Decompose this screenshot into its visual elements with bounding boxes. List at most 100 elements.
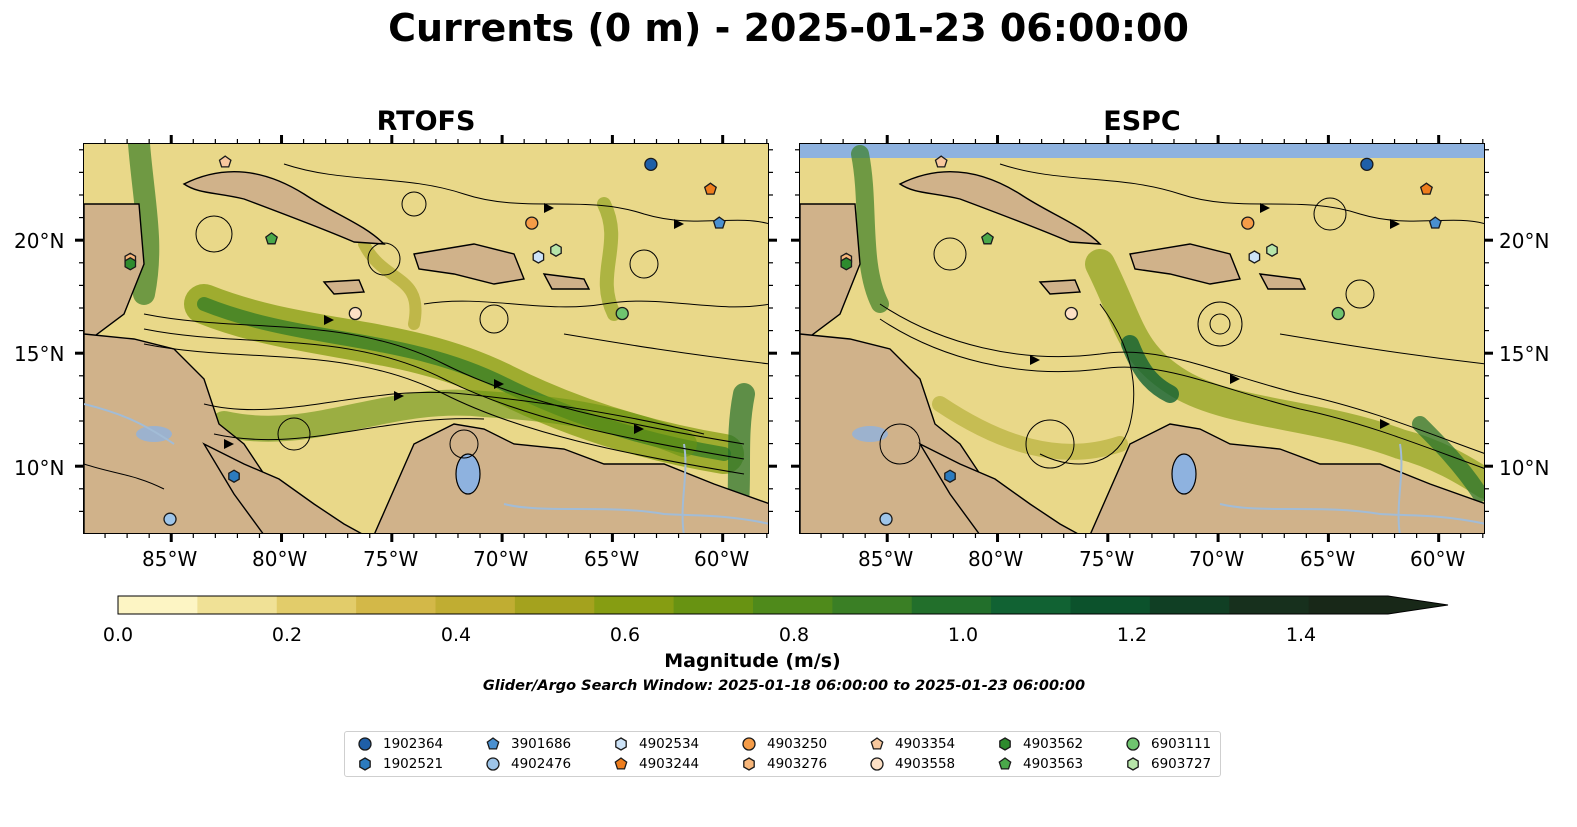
- espc-map[interactable]: [799, 143, 1485, 534]
- legend-label: 4902534: [639, 736, 700, 752]
- float-legend: 1902364 1902521 3901686 4902476 4902534 49032…: [344, 731, 1221, 777]
- colorbar-segment: [1229, 596, 1310, 614]
- colorbar-tick: 1.4: [1285, 624, 1317, 646]
- legend-label: 4903276: [767, 756, 828, 772]
- colorbar: [117, 595, 1449, 615]
- float-marker-4903354[interactable]: [218, 155, 232, 168]
- legend-label: 4903250: [767, 736, 828, 752]
- legend-marker-icon: [358, 737, 372, 751]
- legend-label: 6903111: [1151, 736, 1212, 752]
- lat-label-right: 15°N: [1499, 342, 1550, 366]
- float-marker-1902521[interactable]: [228, 469, 240, 483]
- legend-marker-icon: [1126, 737, 1140, 751]
- lakes: [84, 403, 768, 533]
- legend-label: 4903354: [895, 736, 956, 752]
- panel-title-espc: ESPC: [1103, 106, 1181, 137]
- streamline-arrows: [224, 203, 684, 449]
- legend-label: 3901686: [511, 736, 572, 752]
- legend-marker-icon: [742, 737, 756, 751]
- legend-label: 1902521: [383, 756, 444, 772]
- float-marker-4903558[interactable]: [348, 306, 362, 321]
- legend-item-4902476: 4902476: [485, 756, 571, 772]
- legend-marker-icon: [486, 737, 500, 750]
- lon-label-right: 65°W: [1300, 547, 1356, 571]
- float-marker-4903250[interactable]: [525, 216, 539, 230]
- colorbar-outline: [117, 595, 1449, 615]
- float-marker-4902476[interactable]: [163, 512, 177, 526]
- lon-label-right: 80°W: [968, 547, 1024, 571]
- legend-marker-icon: [998, 757, 1012, 770]
- float-marker-4903563[interactable]: [981, 232, 994, 245]
- colorbar-segment: [356, 596, 436, 614]
- legend-marker-icon: [743, 757, 755, 771]
- colorbar-segment: [832, 596, 913, 614]
- float-markers: [840, 155, 1442, 526]
- float-marker-4903562[interactable]: [124, 257, 137, 271]
- float-marker-4903244[interactable]: [1419, 182, 1433, 195]
- float-marker-3901686[interactable]: [712, 216, 726, 229]
- float-marker-4903562[interactable]: [840, 257, 853, 271]
- panel-title-rtofs: RTOFS: [376, 106, 476, 137]
- lon-label-left: 85°W: [142, 547, 198, 571]
- legend-marker-icon: [486, 757, 500, 771]
- legend-label: 4903563: [1023, 756, 1084, 772]
- legend-label: 4903562: [1023, 736, 1084, 752]
- colorbar-tick: 0.6: [609, 624, 641, 646]
- streamlines: [84, 163, 768, 490]
- colorbar-segment: [991, 596, 1071, 614]
- float-marker-4902534[interactable]: [532, 250, 545, 264]
- land: [84, 170, 768, 533]
- lat-label-right: 10°N: [1499, 456, 1550, 480]
- colorbar-tick: 0.2: [271, 624, 303, 646]
- lon-label-left: 60°W: [694, 547, 750, 571]
- float-marker-6903727[interactable]: [1266, 243, 1278, 257]
- legend-item-4902534: 4902534: [613, 736, 699, 752]
- colorbar-tick: 1.2: [1116, 624, 1148, 646]
- colorbar-title: Magnitude (m/s): [664, 650, 841, 672]
- colorbar-tick: 1.0: [947, 624, 979, 646]
- float-marker-6903111[interactable]: [1331, 306, 1345, 321]
- float-marker-1902364[interactable]: [644, 157, 658, 171]
- legend-marker-icon: [615, 737, 627, 751]
- lat-label-left: 10°N: [14, 456, 65, 480]
- rtofs-map[interactable]: [83, 143, 769, 534]
- float-marker-4903244[interactable]: [703, 182, 717, 195]
- float-marker-1902364[interactable]: [1360, 157, 1374, 171]
- lat-label-right: 20°N: [1499, 229, 1550, 253]
- legend-label: 4903244: [639, 756, 700, 772]
- rtofs-map-canvas: [84, 144, 768, 533]
- float-marker-3901686[interactable]: [1428, 216, 1442, 229]
- float-marker-4902476[interactable]: [879, 512, 893, 526]
- legend-marker-icon: [870, 737, 884, 750]
- lon-label-right: 60°W: [1410, 547, 1466, 571]
- legend-item-4903563: 4903563: [997, 756, 1083, 772]
- legend-marker-icon: [614, 757, 628, 770]
- lon-label-left: 80°W: [252, 547, 308, 571]
- float-marker-4903558[interactable]: [1064, 306, 1078, 321]
- legend-label: 4902476: [511, 756, 572, 772]
- float-marker-1902521[interactable]: [944, 469, 956, 483]
- espc-map-canvas: [800, 144, 1484, 533]
- lon-label-left: 65°W: [584, 547, 640, 571]
- lon-label-right: 70°W: [1189, 547, 1245, 571]
- streamlines: [879, 163, 1484, 469]
- legend-item-1902521: 1902521: [357, 756, 443, 772]
- colorbar-segment: [753, 596, 833, 614]
- float-marker-6903727[interactable]: [550, 243, 562, 257]
- float-marker-4903354[interactable]: [934, 155, 948, 168]
- float-marker-6903111[interactable]: [615, 306, 629, 321]
- float-marker-4902534[interactable]: [1248, 250, 1261, 264]
- float-marker-4903250[interactable]: [1241, 216, 1255, 230]
- legend-item-4903244: 4903244: [613, 756, 699, 772]
- float-marker-4903563[interactable]: [265, 232, 278, 245]
- colorbar-segment: [1308, 596, 1389, 614]
- colorbar-segment: [118, 596, 198, 614]
- colorbar-segment: [673, 596, 754, 614]
- colorbar-tick: 0.8: [778, 624, 810, 646]
- no-data-band: [800, 144, 1484, 158]
- legend-item-4903250: 4903250: [741, 736, 827, 752]
- colorbar-tick: 0.0: [102, 624, 134, 646]
- colorbar-segment: [911, 596, 992, 614]
- legend-item-1902364: 1902364: [357, 736, 443, 752]
- lon-label-right: 75°W: [1079, 547, 1135, 571]
